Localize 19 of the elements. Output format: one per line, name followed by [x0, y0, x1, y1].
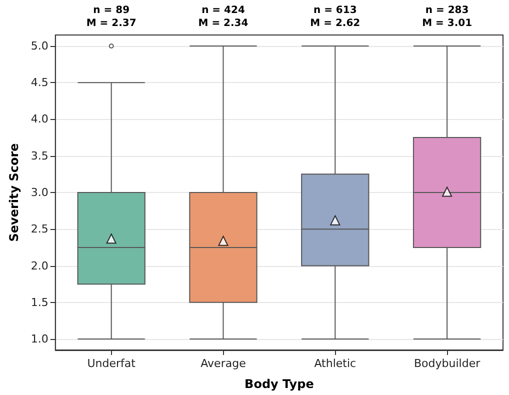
- x-tick-label: Underfat: [87, 357, 136, 370]
- y-tick-label: 2.0: [30, 259, 48, 272]
- y-tick-label: 1.5: [30, 296, 48, 309]
- y-tick-label: 3.5: [30, 149, 48, 162]
- text: n = 89 M = 2.37: [86, 5, 136, 29]
- y-axis-title: Severity Score: [7, 143, 21, 242]
- text: n = 613 M = 2.62: [310, 5, 360, 29]
- text: n = 424 M = 2.34: [198, 5, 248, 29]
- x-tick-label: Average: [200, 357, 246, 370]
- y-tick-label: 2.5: [30, 222, 48, 236]
- y-tick-label: 3.0: [30, 186, 48, 199]
- y-tick-label: 4.5: [30, 76, 48, 90]
- y-tick-label: 1.0: [30, 332, 48, 346]
- x-tick-label: Bodybuilder: [414, 357, 481, 370]
- x-axis-title: Body Type: [244, 377, 314, 391]
- x-tick-label: Athletic: [314, 357, 356, 370]
- text: n = 283 M = 3.01: [422, 5, 472, 29]
- y-tick-label: 4.0: [30, 112, 48, 126]
- y-tick-label: 5.0: [30, 39, 48, 52]
